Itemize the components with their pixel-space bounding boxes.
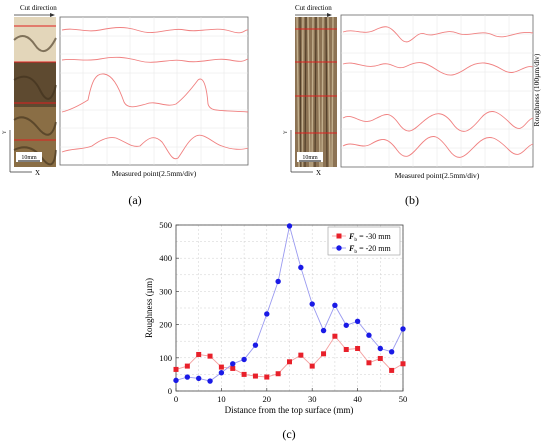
- data-point-series-0: [264, 374, 270, 380]
- data-point-series-1: [252, 342, 259, 348]
- data-point-series-0: [173, 366, 179, 372]
- data-point-series-0: [366, 360, 372, 366]
- y-tick-label: 400: [159, 253, 172, 263]
- data-point-series-1: [275, 278, 281, 285]
- data-point-series-1: [320, 327, 327, 334]
- data-point-series-0: [343, 347, 349, 352]
- data-point-series-1: [173, 377, 179, 384]
- panel-a: Cut direction 10mm X Y Measured p: [3, 4, 249, 207]
- data-point-series-1: [377, 345, 383, 352]
- y-tick-label: 200: [159, 320, 172, 330]
- data-point-series-1: [309, 301, 315, 307]
- panel-b-profiles: [342, 26, 534, 158]
- data-point-series-1: [218, 370, 225, 376]
- data-point-series-1: [343, 322, 349, 328]
- panel-a-axis-y: Y: [3, 130, 8, 134]
- panel-a-cut-direction: Cut direction: [20, 4, 57, 12]
- data-point-series-0: [207, 353, 213, 359]
- chart-c-xlabel: Distance from the top surface (mm): [225, 405, 354, 415]
- data-point-series-0: [377, 355, 383, 361]
- data-point-series-0: [218, 364, 224, 370]
- legend-label-0: Fb = -30 mm: [348, 232, 391, 243]
- data-point-series-0: [241, 371, 247, 377]
- panel-b-axis-x: X: [316, 169, 321, 177]
- data-point-series-1: [184, 374, 191, 380]
- y-tick-label: 500: [159, 220, 172, 230]
- data-point-series-1: [366, 332, 372, 338]
- data-point-series-0: [184, 363, 190, 369]
- chart-c-ylabel: Roughness (µm): [144, 278, 154, 338]
- panel-b-cut-direction: Cut direction: [295, 4, 332, 12]
- data-point-series-0: [389, 367, 395, 373]
- data-point-series-0: [230, 365, 236, 371]
- data-point-series-0: [298, 352, 304, 358]
- data-point-series-1: [400, 326, 406, 332]
- data-point-series-0: [400, 361, 406, 367]
- y-tick-label: 100: [159, 353, 172, 363]
- data-point-series-1: [241, 356, 247, 363]
- data-point-series-1: [207, 378, 213, 384]
- x-tick-label: 10: [217, 394, 226, 404]
- y-tick-label: 300: [159, 286, 172, 296]
- chart-c-series: [173, 223, 406, 384]
- data-point-series-0: [287, 359, 292, 365]
- legend-label-1: Fb = -20 mm: [348, 244, 391, 255]
- data-point-series-1: [354, 318, 361, 324]
- svg-text:10mm: 10mm: [21, 155, 37, 161]
- x-tick-label: 50: [399, 394, 408, 404]
- data-point-series-1: [264, 311, 270, 317]
- panel-b-ylabel: Roughness (100µm/div): [532, 53, 541, 126]
- data-point-series-1: [388, 349, 395, 355]
- chart-c-caption: (c): [282, 427, 295, 441]
- legend-marker-0: [336, 233, 342, 239]
- data-point-series-1: [332, 302, 338, 309]
- x-tick-label: 40: [353, 394, 362, 404]
- data-point-series-0: [309, 363, 315, 369]
- data-point-series-1: [286, 223, 293, 229]
- data-point-series-0: [332, 333, 338, 339]
- panel-b: Cut direction 10mm X Y Roughness (100µm/…: [284, 4, 541, 207]
- panel-a-wood-image: 10mm: [13, 17, 57, 167]
- panel-a-axis-x: X: [35, 169, 40, 177]
- data-point-series-1: [230, 361, 236, 367]
- data-point-series-0: [321, 351, 327, 357]
- data-point-series-1: [298, 264, 304, 271]
- data-point-series-0: [275, 371, 281, 377]
- panel-a-xlabel: Measured point(2.5mm/div): [112, 169, 197, 178]
- x-tick-label: 20: [263, 394, 272, 404]
- panel-a-caption: (a): [128, 193, 141, 207]
- svg-text:10mm: 10mm: [302, 155, 318, 161]
- data-point-series-0: [355, 346, 361, 352]
- panel-b-caption: (b): [405, 193, 419, 207]
- y-tick-label: 0: [168, 386, 172, 396]
- data-point-series-0: [196, 351, 202, 357]
- panel-a-profiles: [61, 27, 249, 160]
- panel-b-xlabel: Measured point(2.5mm/div): [395, 171, 480, 180]
- data-point-series-0: [252, 373, 258, 379]
- panel-b-axis-y: Y: [284, 130, 289, 134]
- x-tick-label: 0: [174, 394, 178, 404]
- legend-marker-1: [336, 245, 342, 251]
- data-point-series-1: [196, 375, 202, 382]
- panel-b-wood-image: 10mm: [295, 16, 337, 168]
- x-tick-label: 30: [308, 394, 317, 404]
